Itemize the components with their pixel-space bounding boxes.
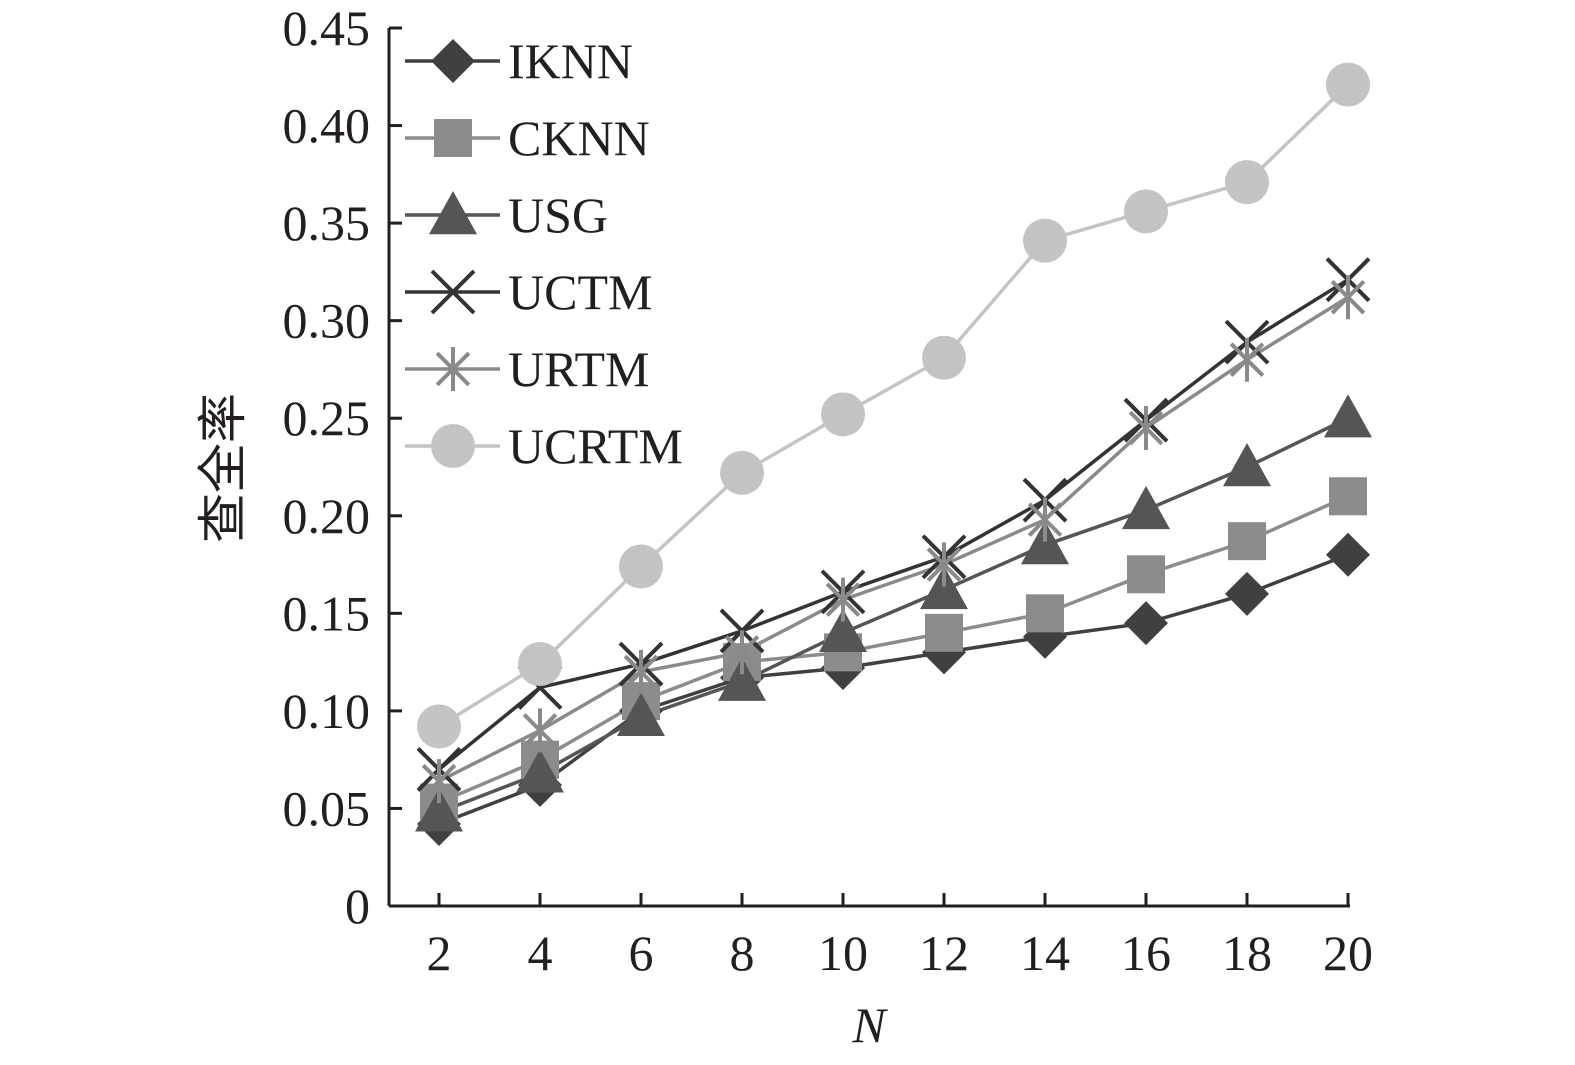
marker-urtm (926, 542, 962, 587)
marker-ucrtm (1023, 218, 1067, 263)
marker-usg (718, 657, 766, 701)
marker-usg (617, 692, 665, 736)
marker-cknn (1127, 555, 1165, 594)
marker-urtm (825, 577, 861, 622)
y-tick-label: 0 (345, 878, 370, 934)
x-tick-label: 14 (1020, 925, 1070, 981)
marker-cknn (925, 613, 963, 652)
marker-ucrtm (1124, 189, 1168, 234)
marker-usg (819, 608, 867, 653)
series-line-iknn (438, 553, 1349, 826)
marker-cknn (1329, 477, 1367, 516)
x-axis-title: N (851, 997, 888, 1053)
x-tick-label: 16 (1121, 925, 1171, 981)
x-tick-label: 4 (528, 925, 553, 981)
axes (387, 28, 1350, 908)
y-tick-label: 0.15 (283, 585, 371, 641)
series-line-usg (438, 416, 1349, 814)
marker-iknn (1124, 601, 1168, 646)
x-tick-label: 2 (427, 925, 452, 981)
marker-usg (1324, 394, 1372, 438)
y-axis-title: 查全率 (195, 393, 251, 543)
legend-marker-usg (429, 191, 477, 235)
legend-marker-urtm (435, 347, 471, 391)
legend-label-iknn: IKNN (508, 33, 633, 89)
marker-urtm (623, 649, 659, 694)
series-line-urtm (438, 295, 1349, 783)
legend-label-urtm: URTM (508, 341, 649, 397)
legend-marker-uctm (430, 269, 476, 315)
marker-ucrtm (720, 450, 764, 495)
y-tick-label: 0.10 (283, 683, 371, 739)
marker-usg (516, 749, 564, 793)
marker-urtm (1128, 405, 1164, 450)
legend: IKNN CKNN USG UCTM URTM UCRTM (405, 33, 683, 474)
marker-urtm (1330, 275, 1366, 320)
marker-cknn (1026, 594, 1064, 633)
marker-ucrtm (821, 392, 865, 437)
y-tick-label: 0.30 (283, 293, 371, 349)
legend-marker-cknn (434, 119, 472, 157)
marker-urtm (1229, 337, 1265, 382)
y-tick-label: 0.25 (283, 390, 371, 446)
marker-ucrtm (1225, 160, 1269, 205)
x-tick-label: 10 (818, 925, 868, 981)
y-tick-label: 0.05 (283, 780, 371, 836)
marker-usg (1021, 521, 1069, 565)
y-tick-label: 0.45 (283, 0, 371, 56)
marker-usg (1122, 485, 1170, 530)
y-tick-label: 0.35 (283, 195, 371, 251)
y-tick-label: 0.20 (283, 488, 371, 544)
legend-label-uctm: UCTM (508, 264, 652, 320)
legend-label-cknn: CKNN (508, 110, 650, 166)
x-tick-label: 18 (1222, 925, 1272, 981)
marker-cknn (1228, 522, 1266, 561)
marker-ucrtm (619, 544, 663, 589)
series-line-cknn (438, 494, 1349, 805)
legend-label-ucrtm: UCRTM (508, 418, 683, 474)
marker-ucrtm (518, 642, 562, 687)
marker-usg (415, 788, 463, 832)
marker-ucrtm (922, 335, 966, 380)
marker-usg (1223, 443, 1271, 487)
marker-urtm (724, 630, 760, 675)
marker-usg (920, 565, 968, 610)
marker-urtm (421, 759, 457, 804)
series-line-ucrtm (438, 83, 1350, 728)
marker-urtm (1027, 497, 1063, 542)
x-ticks: 2 4 6 8 10 12 14 16 18 20 (427, 893, 1373, 981)
legend-label-usg: USG (508, 187, 608, 243)
marker-iknn (1326, 532, 1370, 577)
x-tick-label: 6 (629, 925, 654, 981)
x-tick-label: 12 (919, 925, 969, 981)
legend-marker-iknn (431, 39, 475, 83)
y-ticks: 0 0.05 0.10 0.15 0.20 0.25 0.30 0.35 0.40 0.45 (283, 0, 402, 934)
series-markers (415, 62, 1372, 847)
marker-ucrtm (417, 704, 461, 749)
series-lines (437, 83, 1350, 826)
x-tick-label: 20 (1323, 925, 1373, 981)
x-tick-label: 8 (730, 925, 755, 981)
y-tick-label: 0.40 (283, 98, 371, 154)
legend-marker-ucrtm (431, 424, 475, 468)
marker-ucrtm (1326, 62, 1370, 107)
marker-urtm (522, 708, 558, 753)
marker-iknn (1225, 571, 1269, 616)
series-line-uctm (437, 278, 1349, 771)
